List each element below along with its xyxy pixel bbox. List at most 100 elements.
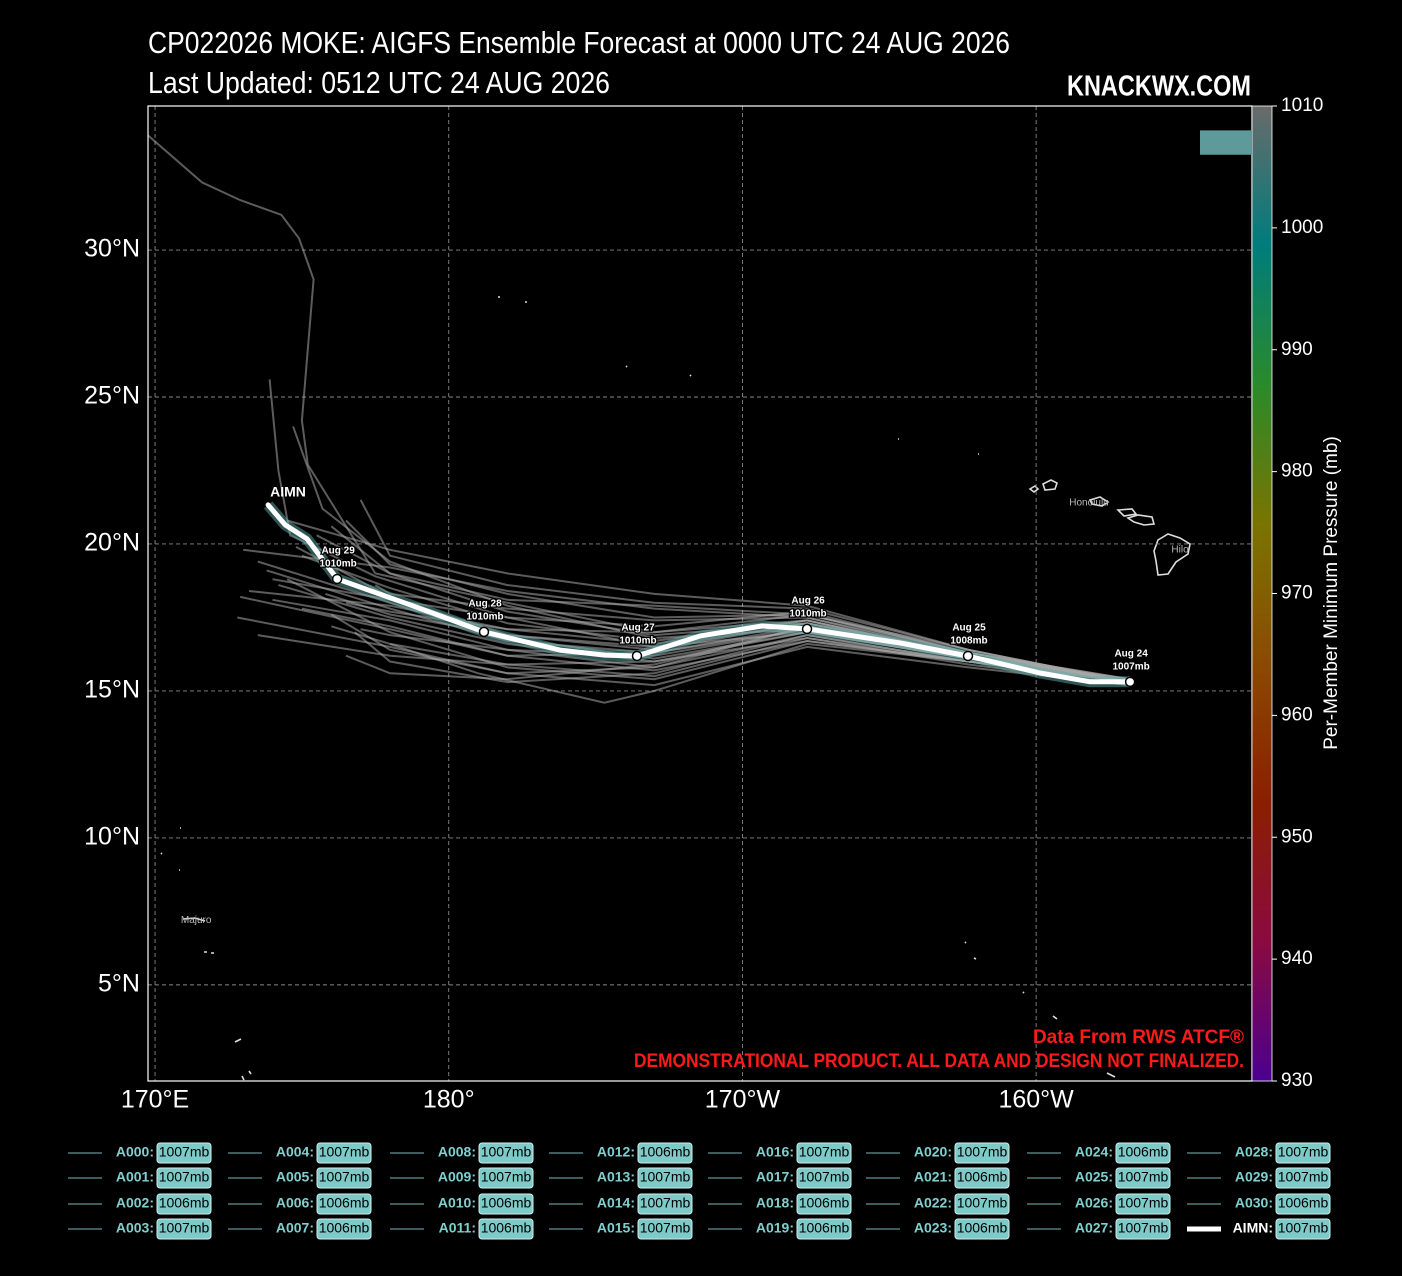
legend-label: A002: bbox=[116, 1195, 154, 1211]
day-label: Aug 24 bbox=[1114, 648, 1148, 659]
mean-track-label: AIMN bbox=[270, 484, 306, 500]
colorbar-tick-label: 990 bbox=[1281, 339, 1313, 360]
legend-pressure-box bbox=[156, 1167, 212, 1189]
pressure-range bbox=[1200, 130, 1252, 155]
legend-label: A009: bbox=[438, 1169, 476, 1185]
day-pressure-label: 1010mb bbox=[619, 636, 656, 647]
legend-label: A011: bbox=[439, 1220, 476, 1236]
legend-pressure: 1006mb bbox=[799, 1220, 850, 1236]
y-tick-label: 10°N bbox=[84, 823, 140, 851]
day-marker bbox=[801, 623, 813, 635]
land bbox=[160, 296, 1191, 1081]
legend-pressure-box bbox=[954, 1167, 1010, 1189]
legend-pressure-box bbox=[954, 1193, 1010, 1215]
day-label: Aug 25 bbox=[952, 623, 986, 634]
legend-pressure-box bbox=[156, 1193, 212, 1215]
legend-pressure-box bbox=[156, 1142, 212, 1164]
legend-label: A026: bbox=[1075, 1195, 1113, 1211]
y-tick-label: 20°N bbox=[84, 529, 140, 557]
colorbar-tick-label: 930 bbox=[1281, 1070, 1313, 1091]
y-tick-label: 25°N bbox=[84, 382, 140, 410]
legend-label: A014: bbox=[597, 1195, 635, 1211]
member-track bbox=[237, 616, 1131, 687]
x-tick-label: 160°W bbox=[998, 1086, 1074, 1114]
day-marker bbox=[962, 650, 974, 662]
day-label: Aug 29 bbox=[321, 546, 355, 557]
day-pressure-label: 1007mb bbox=[1112, 661, 1149, 672]
legend-label: A005: bbox=[276, 1169, 314, 1185]
legend-pressure: 1007mb bbox=[1118, 1195, 1169, 1211]
colorbar bbox=[1251, 105, 1273, 1082]
day-marker bbox=[1124, 676, 1136, 688]
x-tick-label: 180° bbox=[423, 1086, 475, 1114]
colorbar-tick-label: 1000 bbox=[1281, 217, 1323, 238]
legend-label: AIMN: bbox=[1233, 1220, 1273, 1236]
legend-pressure: 1006mb bbox=[957, 1220, 1008, 1236]
legend-pressure: 1007mb bbox=[1278, 1220, 1329, 1236]
legend-label: A016: bbox=[756, 1144, 794, 1160]
legend-pressure: 1006mb bbox=[481, 1220, 532, 1236]
legend-pressure-box bbox=[478, 1142, 534, 1164]
x-tick-label: 170°E bbox=[121, 1086, 189, 1114]
hawaii bbox=[1028, 479, 1191, 576]
day-label: Aug 26 bbox=[791, 596, 825, 607]
legend-pressure: 1007mb bbox=[481, 1169, 532, 1185]
legend-label: A027: bbox=[1075, 1220, 1113, 1236]
legend-label: A023: bbox=[914, 1220, 952, 1236]
legend-pressure: 1006mb bbox=[319, 1195, 370, 1211]
colorbar-tick-label: 970 bbox=[1281, 583, 1313, 604]
day-pressure-label: 1008mb bbox=[950, 636, 987, 647]
legend-pressure-box bbox=[316, 1193, 372, 1215]
legend-label: A028: bbox=[1235, 1144, 1273, 1160]
legend-pressure-box bbox=[316, 1142, 372, 1164]
legend-pressure-box bbox=[1115, 1167, 1171, 1189]
y-tick-label: 15°N bbox=[84, 676, 140, 704]
legend-label: A012: bbox=[597, 1144, 635, 1160]
legend-pressure: 1007mb bbox=[799, 1144, 850, 1160]
place-label: Majuro bbox=[181, 915, 212, 926]
legend-pressure: 1007mb bbox=[159, 1144, 210, 1160]
legend-pressure: 1007mb bbox=[640, 1220, 691, 1236]
legend-label: A010: bbox=[438, 1195, 476, 1211]
legend-pressure-box bbox=[1275, 1218, 1331, 1240]
legend-pressure-box bbox=[1115, 1218, 1171, 1240]
legend-label: A008: bbox=[438, 1144, 476, 1160]
legend-pressure: 1007mb bbox=[957, 1144, 1008, 1160]
legend-pressure-box bbox=[1115, 1142, 1171, 1164]
y-tick-label: 5°N bbox=[98, 969, 140, 997]
legend-pressure: 1006mb bbox=[1118, 1144, 1169, 1160]
legend-pressure-box bbox=[954, 1142, 1010, 1164]
legend-pressure: 1007mb bbox=[319, 1144, 370, 1160]
legend-pressure-box bbox=[156, 1218, 212, 1240]
legend-label: A018: bbox=[756, 1195, 794, 1211]
legend-pressure-box bbox=[637, 1193, 693, 1215]
place-label: Honolulu bbox=[1069, 497, 1108, 508]
colorbar-tick-label: 940 bbox=[1281, 948, 1313, 969]
legend-label: A022: bbox=[914, 1195, 952, 1211]
chart-title: CP022026 MOKE: AIGFS Ensemble Forecast a… bbox=[148, 25, 1010, 60]
legend-pressure-box bbox=[316, 1167, 372, 1189]
legend-pressure-box bbox=[1115, 1193, 1171, 1215]
day-pressure-label: 1010mb bbox=[789, 609, 826, 620]
member-track bbox=[345, 601, 1131, 684]
legend-pressure: 1006mb bbox=[640, 1144, 691, 1160]
day-label: Aug 27 bbox=[621, 623, 655, 634]
colorbar-tick-label: 950 bbox=[1281, 826, 1313, 847]
legend-pressure-box bbox=[478, 1218, 534, 1240]
legend-pressure: 1007mb bbox=[159, 1220, 210, 1236]
legend-label: A025: bbox=[1075, 1169, 1113, 1185]
annotation: DEMONSTRATIONAL PRODUCT. ALL DATA AND DE… bbox=[634, 1051, 1244, 1072]
legend-pressure-box bbox=[796, 1218, 852, 1240]
watermark: KNACKWX.COM bbox=[1067, 71, 1251, 103]
legend-pressure-box bbox=[637, 1167, 693, 1189]
y-tick-label: 30°N bbox=[84, 235, 140, 263]
legend-pressure: 1007mb bbox=[640, 1195, 691, 1211]
legend-pressure: 1007mb bbox=[1278, 1144, 1329, 1160]
colorbar-tick-label: 1010 bbox=[1281, 95, 1323, 116]
legend-label: A001: bbox=[116, 1169, 154, 1185]
legend-label: A029: bbox=[1235, 1169, 1273, 1185]
day-marker bbox=[478, 626, 490, 638]
legend-pressure-box bbox=[1275, 1167, 1331, 1189]
legend-pressure: 1006mb bbox=[319, 1220, 370, 1236]
legend-label: A013: bbox=[597, 1169, 635, 1185]
